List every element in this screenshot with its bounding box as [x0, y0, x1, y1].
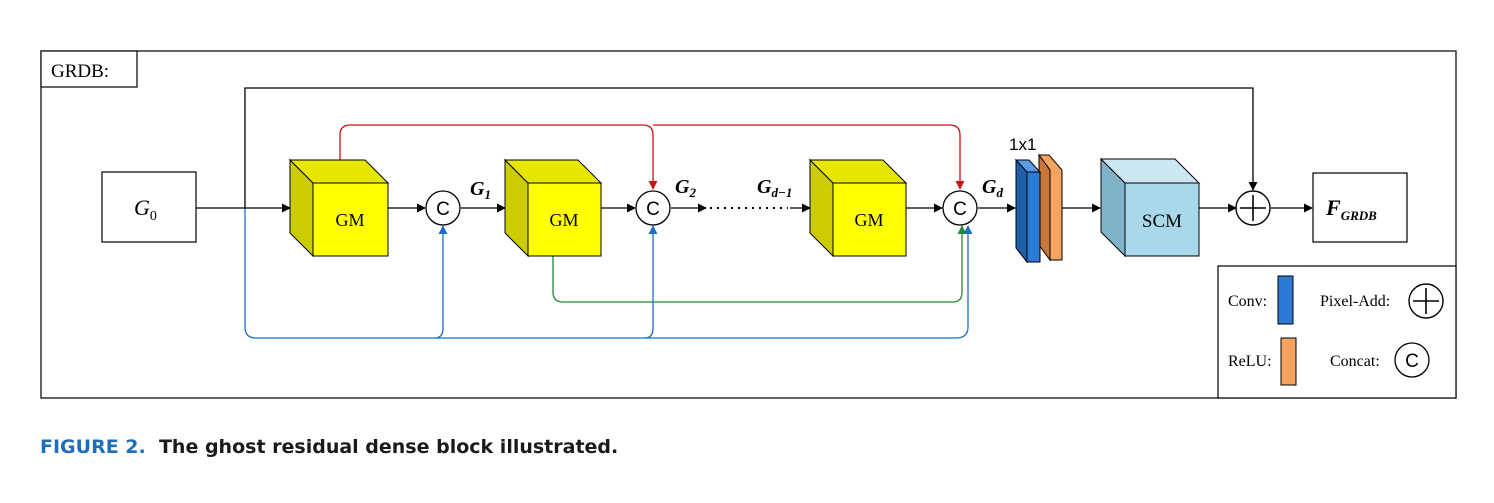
grdb-frame	[40, 50, 1457, 399]
gm-label: GM	[854, 210, 883, 230]
concat-node-2: C	[635, 190, 671, 226]
scm-label: SCM	[1142, 211, 1182, 232]
feature-label-g1: G1	[470, 178, 491, 202]
figure-number: FIGURE 2.	[40, 436, 146, 458]
legend-relu-swatch	[1280, 337, 1297, 386]
blue-dense-branch-2	[644, 225, 658, 339]
blue-dense-link	[244, 208, 973, 339]
legend-pixel-add-label: Pixel-Add:	[1320, 293, 1390, 310]
legend-conv-swatch	[1277, 275, 1294, 325]
concat-node-1: C	[425, 190, 461, 226]
red-dense-link	[339, 124, 658, 190]
legend-concat-label: Concat:	[1330, 353, 1380, 370]
scm-block: SCM	[1099, 157, 1201, 258]
residual-skip-line	[244, 87, 1258, 208]
legend-pixel-add-icon	[1408, 283, 1444, 319]
svg-text:C: C	[646, 199, 660, 220]
green-dense-link	[552, 225, 967, 303]
legend-concat-icon: C	[1394, 342, 1430, 378]
svg-text:C: C	[953, 199, 967, 220]
red-dense-link-2	[653, 124, 965, 190]
grdb-label: GRDB:	[51, 61, 109, 82]
svg-text:C: C	[436, 199, 450, 220]
gm-label: GM	[335, 210, 364, 230]
input-node-label: G0	[134, 195, 157, 224]
conv-relu-stack	[1014, 153, 1063, 264]
gm-block-1: GM	[288, 158, 390, 258]
gm-label: GM	[549, 210, 578, 230]
output-node-fgrdb	[1312, 172, 1408, 243]
feature-label-g2: G2	[675, 176, 696, 200]
legend-conv-label: Conv:	[1228, 293, 1267, 310]
input-node-g0	[101, 171, 197, 243]
concat-node-3: C	[942, 190, 978, 226]
figure-caption: FIGURE 2. The ghost residual dense block…	[40, 436, 618, 458]
pixel-add-node	[1235, 190, 1271, 226]
feature-label-gd-1: Gd−1	[757, 176, 792, 200]
gm-block-2: GM	[503, 158, 603, 258]
blue-dense-branch-1	[434, 225, 448, 339]
figure-caption-text: The ghost residual dense block illustrat…	[158, 436, 619, 458]
svg-text:C: C	[1405, 351, 1419, 372]
feature-label-gd: Gd	[982, 176, 1003, 200]
conv-kernel-label: 1x1	[1009, 135, 1036, 154]
output-node-label: FGRDB	[1325, 195, 1377, 223]
legend-relu-label: ReLU:	[1228, 353, 1272, 370]
grdb-label-box	[40, 50, 138, 88]
gm-block-3: GM	[808, 158, 908, 258]
